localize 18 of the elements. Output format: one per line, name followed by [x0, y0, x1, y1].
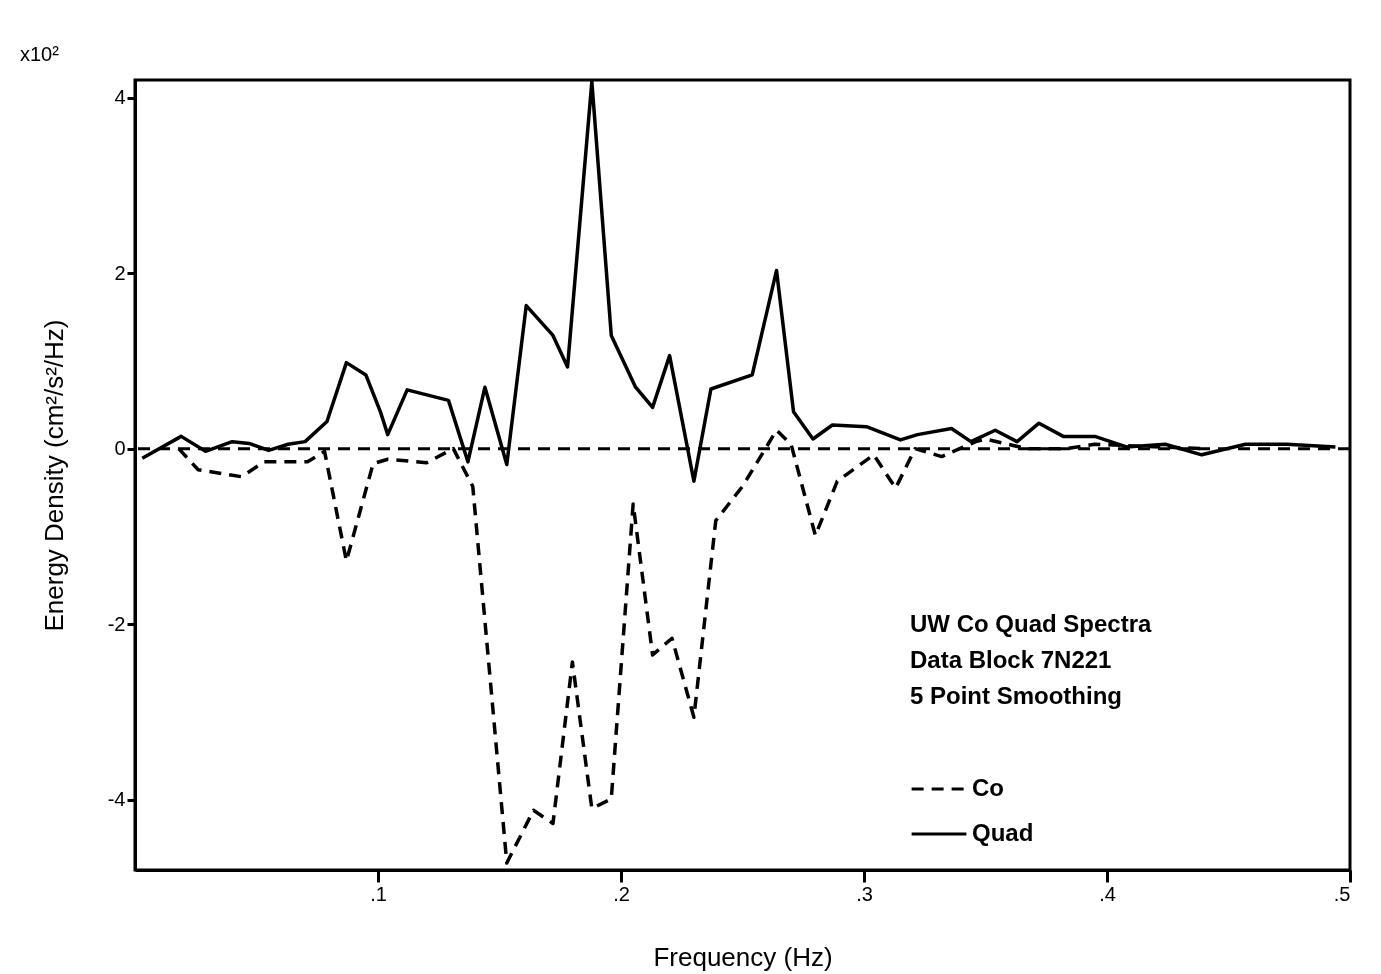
annotation: 5 Point Smoothing	[910, 682, 1122, 709]
x-tick-label: .5	[1333, 882, 1351, 905]
annotation: Data Block 7N221	[910, 646, 1112, 673]
y-axis-title: Energy Density (cm²/s²/Hz)	[38, 319, 69, 632]
y-tick-label: 0	[114, 437, 126, 460]
x-tick-label: .1	[370, 882, 387, 905]
text: x10²	[20, 43, 60, 65]
x-axis-title: Frequency (Hz)	[653, 941, 833, 972]
y-tick-label: 2	[114, 261, 126, 284]
x-tick-label: .3	[856, 882, 873, 905]
legend-label: Quad	[972, 819, 1034, 846]
y-tick-label: 4	[114, 86, 126, 109]
y-tick-label: -2	[107, 612, 126, 635]
legend-label: Co	[972, 774, 1004, 801]
x-tick-label: .4	[1099, 882, 1116, 905]
x-tick-label: .2	[613, 882, 630, 905]
y-tick-label: -4	[107, 788, 126, 811]
annotation: UW Co Quad Spectra	[910, 610, 1153, 637]
